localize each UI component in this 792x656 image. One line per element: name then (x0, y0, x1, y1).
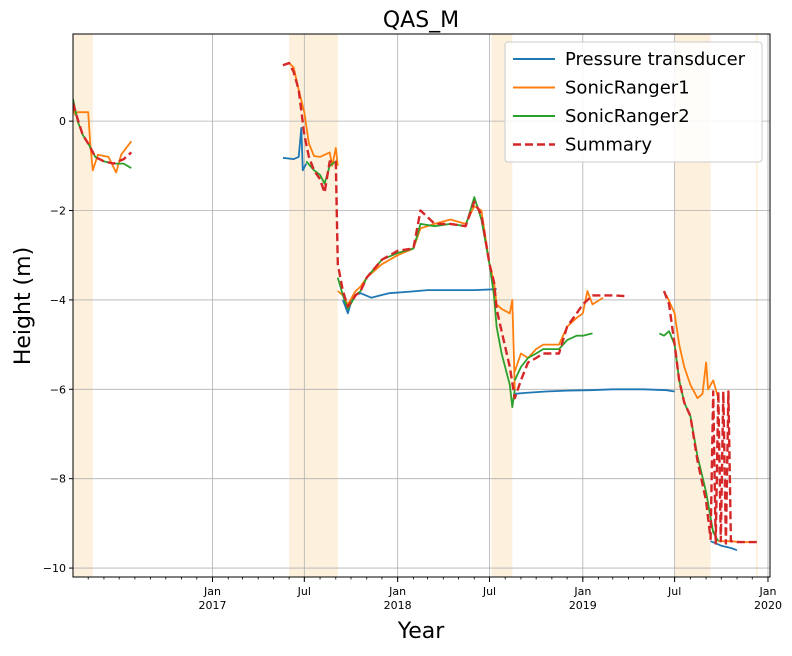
x-tick-label-3: Jul (482, 585, 496, 598)
plot-frame (72, 33, 771, 578)
series-line-pressure-transducer-2 (514, 388, 675, 395)
series-line-sonicranger2-3 (513, 332, 593, 381)
series-line-sonicranger2-0 (73, 98, 132, 169)
shaded-period-0 (73, 34, 93, 577)
y-tick-label-1: −2 (50, 205, 66, 218)
legend-label-sonicranger2: SonicRanger2 (565, 106, 690, 127)
x-tick-label-4: Jan (573, 585, 591, 598)
x-tick-label-1: Jul (297, 585, 311, 598)
series-line-pressure-transducer-0 (282, 127, 308, 172)
chart-title: QAS_M (383, 8, 459, 33)
y-axis-label: Height (m) (11, 247, 36, 365)
x-tick-sublabel-0: 2017 (199, 599, 227, 612)
shaded-period-2 (491, 34, 513, 577)
x-tick-sublabel-6: 2020 (754, 599, 782, 612)
x-tick-label-2: Jan (388, 585, 406, 598)
shaded-periods (73, 34, 758, 577)
series-line-sonicranger1-2 (337, 205, 516, 390)
series-line-summary-2 (662, 290, 757, 545)
x-tick-sublabel-2: 2018 (384, 599, 412, 612)
legend-label-summary: Summary (565, 135, 652, 156)
x-axis-label: Year (397, 619, 446, 644)
shaded-period-1 (289, 34, 338, 577)
legend-box (504, 41, 763, 163)
series-line-summary-0 (73, 102, 133, 165)
series-lines (73, 61, 757, 552)
y-tick-label-5: −10 (43, 562, 66, 575)
x-tick-label-0: Jan (203, 585, 221, 598)
x-tick-label-5: Jul (667, 585, 681, 598)
x-tick-label-6: Jan (758, 585, 776, 598)
series-line-sonicranger1-0 (73, 107, 133, 174)
series-line-sonicranger1-3 (513, 290, 604, 372)
y-tick-label-2: −4 (50, 294, 66, 307)
y-tick-label-0: 0 (59, 115, 66, 128)
legend-label-sonicranger1: SonicRanger1 (565, 78, 690, 99)
x-tick-sublabel-4: 2019 (569, 599, 597, 612)
series-line-sonicranger1-4 (665, 295, 720, 400)
legend: Pressure transducer SonicRanger1 SonicRang… (504, 41, 763, 163)
legend-label-pressure-transducer: Pressure transducer (565, 49, 746, 70)
y-tick-label-3: −6 (50, 383, 66, 396)
y-tick-label-4: −8 (50, 473, 66, 486)
shaded-period-4 (755, 34, 758, 577)
